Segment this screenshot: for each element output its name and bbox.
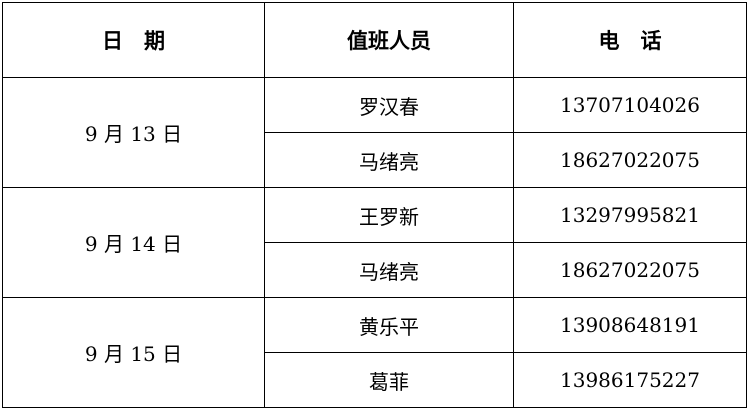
table-row: 葛菲 13986175227 [3, 352, 747, 408]
header-date: 日 期 [2, 2, 265, 78]
date-cell: 9 月 13 日 [2, 77, 265, 188]
table-row: 9 月 13 日 罗汉春 13707104026 [2, 77, 747, 188]
staff-cell: 黄乐平 [264, 297, 514, 353]
header-phone: 电 话 [513, 2, 747, 78]
staff-cell: 马绪亮 [264, 242, 514, 298]
header-staff: 值班人员 [264, 2, 514, 78]
table-row: 马绪亮 18627022075 [3, 132, 747, 188]
phone-cell: 13986175227 [513, 352, 747, 408]
phone-cell: 13707104026 [513, 77, 747, 133]
staff-cell: 王罗新 [264, 187, 514, 243]
phone-cell: 13908648191 [513, 297, 747, 353]
phone-cell: 13297995821 [513, 187, 747, 243]
header-row: 日 期 值班人员 电 话 [2, 2, 747, 78]
staff-cell: 马绪亮 [264, 132, 514, 188]
staff-cell: 罗汉春 [264, 77, 514, 133]
staff-cell: 葛菲 [264, 352, 514, 408]
phone-cell: 18627022075 [513, 242, 747, 298]
table-row: 9 月 14 日 王罗新 13297995821 [2, 187, 747, 298]
phone-cell: 18627022075 [513, 132, 747, 188]
table-row: 9 月 15 日 黄乐平 13908648191 [2, 297, 747, 408]
date-cell: 9 月 15 日 [2, 297, 265, 408]
date-cell: 9 月 14 日 [2, 187, 265, 298]
